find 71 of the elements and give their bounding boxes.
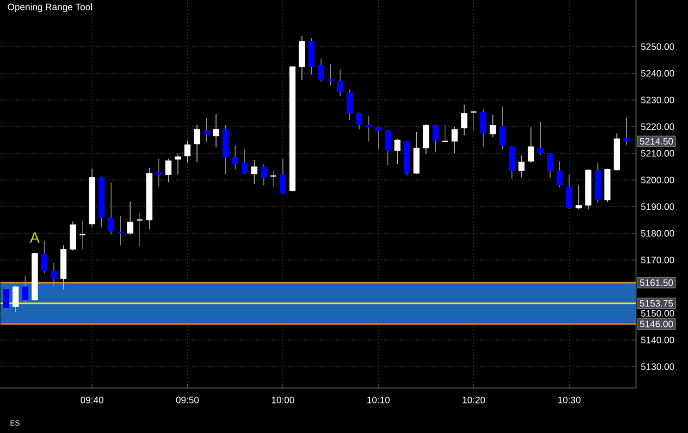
candlestick (499, 106, 506, 150)
candlestick (242, 148, 248, 174)
candlestick (461, 104, 468, 136)
candlestick (337, 68, 344, 96)
candlestick (194, 124, 200, 162)
x-tick-label: 10:00 (272, 396, 294, 404)
y-tick-label: 5230.00 (641, 96, 674, 104)
candlestick (480, 108, 486, 148)
annotation: A (30, 232, 40, 243)
ref-line-label: 5146.00 (640, 320, 673, 328)
candlestick (212, 114, 220, 148)
ref-line-label: 5161.50 (640, 279, 673, 286)
y-tick-label: 5200.00 (641, 176, 674, 184)
y-tick-label: 5180.00 (641, 230, 674, 237)
y-tick-label: 5140.00 (641, 336, 674, 344)
candlestick (623, 118, 630, 146)
chart-title: Opening Range Tool (8, 3, 92, 12)
x-tick-label: 09:40 (80, 396, 104, 404)
candlestick (566, 174, 572, 210)
candlestick (3, 288, 10, 310)
candlestick (394, 138, 400, 164)
candlestick (576, 184, 582, 210)
candlestick (508, 146, 515, 180)
candlestick (41, 240, 48, 274)
candlestick (260, 164, 267, 186)
candlestick (165, 158, 172, 182)
x-tick-label: 09:50 (176, 396, 199, 404)
annotation: 5214.50 (640, 138, 673, 145)
candlestick (518, 154, 525, 178)
candlestick (442, 124, 449, 144)
candlestick (356, 112, 362, 130)
candlestick (490, 114, 496, 138)
y-tick-label: 5190.00 (641, 203, 674, 210)
candlestick (537, 122, 544, 156)
x-tick-label: 10:20 (462, 396, 486, 404)
candlestick (556, 160, 563, 188)
candlestick (452, 126, 458, 154)
candlestick (79, 220, 86, 250)
candlestick (203, 118, 210, 142)
candlestick (528, 126, 534, 164)
ref-line-label: 5153.75 (640, 300, 673, 307)
candlestick (280, 158, 286, 194)
candlestick (232, 144, 238, 170)
candlestick (328, 64, 334, 86)
candlestick (184, 140, 190, 164)
candlestick (127, 200, 134, 236)
candlestick (318, 58, 324, 82)
candlestick (108, 182, 114, 236)
candlestick (118, 216, 124, 246)
candlestick (384, 130, 391, 166)
candlestick (422, 124, 430, 154)
candlestick (12, 286, 19, 312)
y-tick-label: 5130.00 (641, 363, 674, 370)
y-tick-label: 5170.00 (641, 256, 674, 264)
candlestick (174, 152, 181, 176)
candlestick (156, 158, 162, 188)
candlestick (50, 262, 57, 288)
candlestick (22, 276, 28, 302)
candlestick (366, 116, 372, 142)
y-tick-label: 5150.00 (641, 310, 674, 317)
y-tick-label: 5250.00 (641, 43, 674, 50)
candlestick (547, 152, 554, 178)
x-tick-label: 10:10 (367, 396, 390, 404)
x-tick-label: 10:30 (558, 396, 580, 404)
y-tick-label: 5210.00 (641, 150, 674, 157)
candlestick (346, 88, 353, 120)
candlestick (375, 126, 382, 150)
candlestick (432, 124, 439, 152)
y-tick-label: 5220.00 (641, 123, 674, 130)
candlestick (251, 160, 258, 184)
y-tick-label: 5240.00 (641, 70, 674, 77)
